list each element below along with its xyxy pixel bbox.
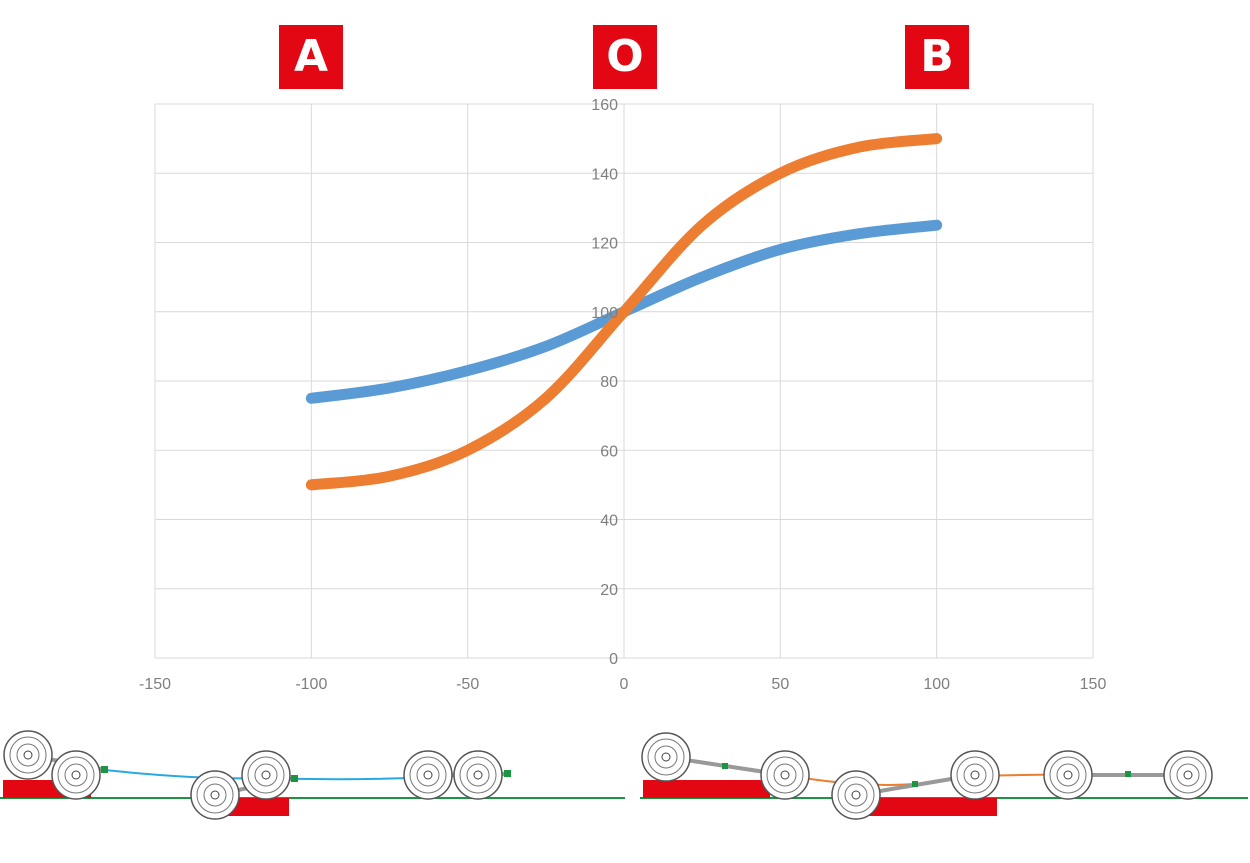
y-tick-label: 0 [609, 651, 618, 668]
y-tick-label: 20 [600, 582, 618, 599]
link-joint [291, 775, 298, 782]
wheel [641, 732, 691, 782]
x-tick-label: 150 [1080, 676, 1107, 693]
y-tick-label: 100 [591, 305, 618, 322]
obstacle-right-low [860, 798, 997, 816]
wheel [453, 750, 503, 800]
link-joint [1125, 771, 1131, 777]
marker-b: B [905, 25, 969, 89]
x-tick-label: -50 [456, 676, 479, 693]
wheel [3, 730, 53, 780]
x-tick-label: -150 [139, 676, 171, 693]
wheel [1163, 750, 1213, 800]
grid-lines [154, 103, 1094, 659]
y-tick-label: 40 [600, 513, 618, 530]
wheel [241, 750, 291, 800]
wheel [831, 770, 881, 820]
x-tick-label: 0 [620, 676, 629, 693]
obstacle-left-low [223, 798, 289, 816]
y-tick-label: 120 [591, 236, 618, 253]
bogie-illustration [0, 730, 1248, 820]
wheel [1043, 750, 1093, 800]
y-tick-label: 60 [600, 443, 618, 460]
link-joint [912, 781, 918, 787]
x-tick-label: -100 [295, 676, 327, 693]
marker-a: A [279, 25, 343, 89]
wheel [403, 750, 453, 800]
y-tick-label: 80 [600, 374, 618, 391]
marker-o: O [593, 25, 657, 89]
link-joint [101, 766, 108, 773]
series-line-1 [305, 133, 943, 491]
series-lines [305, 133, 943, 491]
y-tick-label: 160 [591, 97, 618, 114]
link-joint [504, 770, 511, 777]
wheel [51, 750, 101, 800]
obstacle-right-high [643, 780, 770, 798]
wheel [760, 750, 810, 800]
tick-labels: 0 20 40 60 80 100 120 140 160 -150 -100 -50 0 50 100 15… [139, 97, 1106, 693]
link-joint [722, 763, 728, 769]
wheel [950, 750, 1000, 800]
line-chart: 0 20 40 60 80 100 120 140 160 -150 -100 -50 0 50 100 15… [139, 97, 1106, 693]
wheel [190, 770, 240, 820]
x-tick-label: 50 [771, 676, 789, 693]
x-tick-label: 100 [923, 676, 950, 693]
y-tick-label: 140 [591, 166, 618, 183]
